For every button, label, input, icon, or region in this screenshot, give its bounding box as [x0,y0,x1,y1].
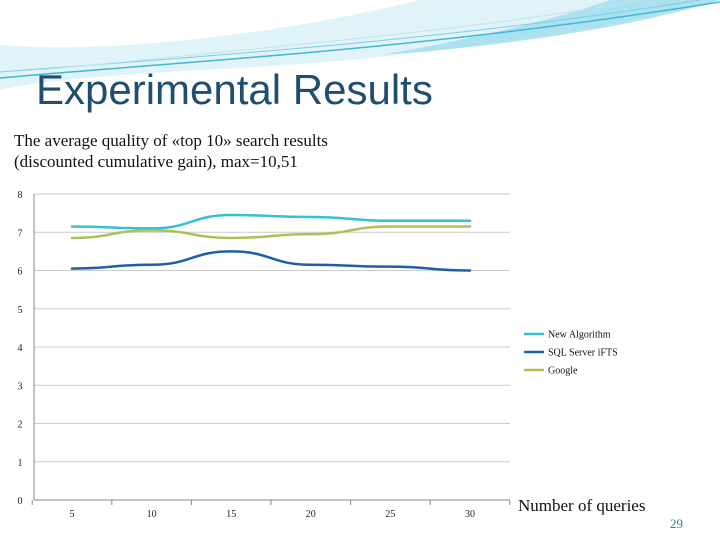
y-tick-label: 7 [18,228,23,239]
x-tick-label: 20 [306,509,316,520]
y-axis-ticks: 0 1 2 3 4 5 6 7 8 [18,190,23,507]
y-tick-label: 4 [18,343,23,354]
series-line-new-algorithm [70,213,472,230]
x-axis-title: Number of queries [518,496,646,515]
series-line-sql-server-ifts [70,250,472,272]
x-axis-ticks: 5 10 15 20 25 30 [31,500,511,520]
y-tick-label: 3 [18,381,23,392]
page-number: 29 [670,516,683,531]
x-tick-label: 15 [226,509,236,520]
chart-legend: New Algorithm SQL Server iFTS Google [524,330,618,377]
y-tick-label: 5 [18,305,23,316]
header-wave-line-3 [39,0,641,71]
legend-label: Google [548,366,578,377]
series-line-google [70,225,472,240]
x-tick-label: 5 [70,509,75,520]
subtitle-line-2: (discounted cumulative gain), max=10,51 [14,152,298,171]
y-tick-label: 6 [18,267,23,278]
subtitle-line-1: The average quality of «top 10» search r… [14,131,328,150]
y-tick-label: 2 [18,420,23,431]
x-tick-label: 10 [147,509,157,520]
header-decoration [0,0,720,90]
line-chart: 0 1 2 3 4 5 6 7 8 5 10 15 20 25 30 New Algorithm SQL S… [18,190,618,520]
y-tick-label: 1 [18,458,23,469]
header-wave-band [300,0,720,55]
legend-label: New Algorithm [548,330,611,341]
y-tick-label: 8 [18,190,23,201]
x-tick-label: 30 [465,509,475,520]
header-wave-line-1 [0,1,720,79]
slide-title: Experimental Results [36,66,433,113]
x-tick-label: 25 [385,509,395,520]
y-tick-label: 0 [18,496,23,507]
chart-series [70,213,472,272]
legend-label: SQL Server iFTS [548,348,618,359]
chart-subtitle: The average quality of «top 10» search r… [14,130,328,172]
chart-gridlines [33,193,510,501]
